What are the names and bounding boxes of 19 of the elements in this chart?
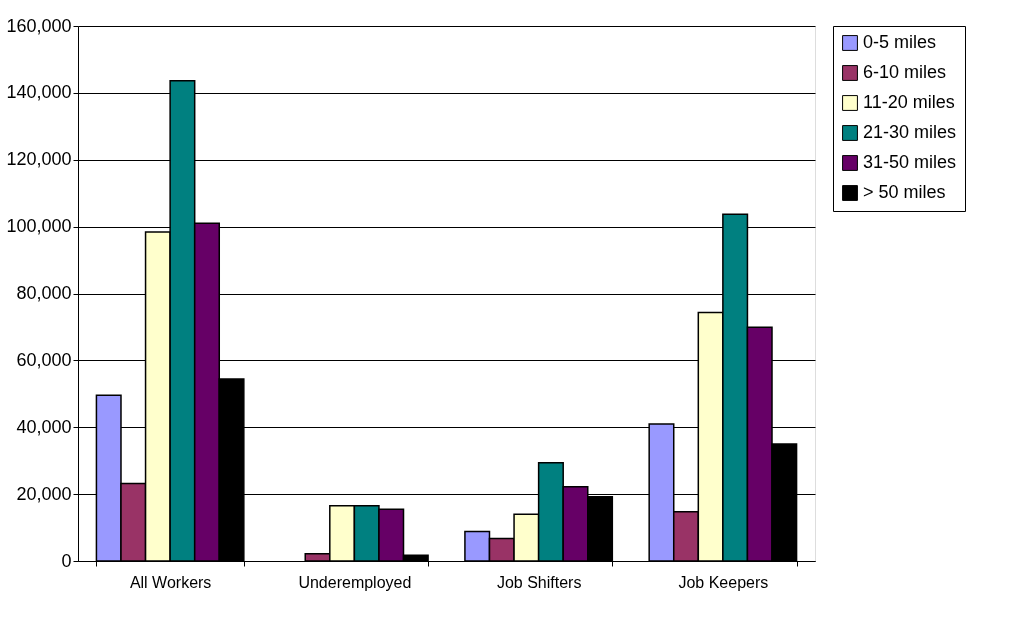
legend-label: 11-20 miles [863,92,955,112]
y-tick-label: 100,000 [6,216,72,237]
y-tick-label: 0 [61,550,72,571]
legend-label: 6-10 miles [863,62,947,82]
y-tick-label: 20,000 [16,483,72,504]
y-tick-label: 120,000 [6,149,72,170]
y-tick-label: 160,000 [6,15,72,36]
x-tick-label: Job Keepers [678,573,769,591]
legend-label: 0-5 miles [863,32,937,52]
x-tick-label: Job Shifters [496,573,582,591]
legend-label: > 50 miles [863,182,946,202]
legend-label: 21-30 miles [863,122,957,142]
y-tick-label: 40,000 [16,416,72,437]
legend-label: 31-50 miles [863,152,957,172]
x-tick-label: All Workers [129,573,212,591]
y-tick-label: 60,000 [16,349,72,370]
y-tick-label: 140,000 [6,82,72,103]
y-tick-label: 80,000 [16,283,72,303]
x-tick-label: Underemployed [298,573,412,591]
